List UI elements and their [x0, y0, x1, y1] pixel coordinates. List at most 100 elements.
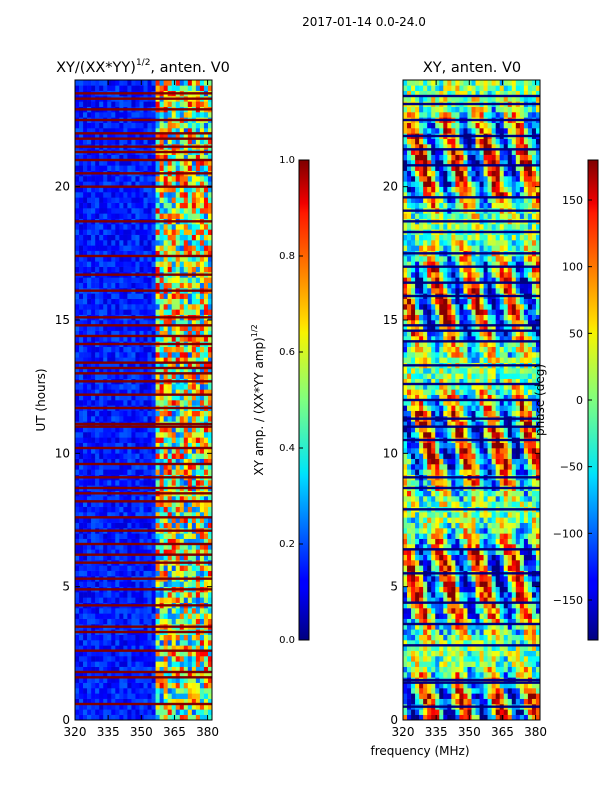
heatmap-cell-0 [139, 181, 144, 187]
heatmap-cell-0 [175, 565, 181, 571]
heatmap-cell-1 [479, 672, 484, 678]
heatmap-cell-0 [135, 618, 140, 625]
heatmap-cell-0 [163, 554, 168, 561]
heatmap-cell-0 [191, 506, 197, 513]
heatmap-cell-0 [79, 384, 84, 390]
heatmap-cell-0 [91, 128, 96, 134]
heatmap-cell-0 [87, 426, 92, 433]
heatmap-cell-0 [87, 613, 92, 619]
heatmap-cell-0 [91, 613, 96, 619]
heatmap-cell-0 [75, 298, 80, 305]
heatmap-cell-0 [207, 645, 212, 651]
heatmap-cell-0 [191, 533, 197, 539]
heatmap-cell-1 [467, 640, 472, 646]
heatmap-cell-1 [523, 666, 529, 673]
heatmap-cell-0 [115, 426, 120, 433]
heatmap-cell-0 [107, 677, 112, 683]
heatmap-cell-0 [99, 186, 104, 193]
heatmap-cell-0 [127, 549, 132, 555]
heatmap-cell-0 [207, 656, 212, 662]
heatmap-cell-0 [155, 266, 160, 273]
heatmap-cell-0 [179, 245, 185, 251]
heatmap-cell-0 [119, 512, 124, 518]
heatmap-cell-0 [111, 426, 116, 433]
heatmap-cell-0 [191, 410, 197, 417]
heatmap-cell-0 [187, 128, 193, 134]
heatmap-cell-0 [115, 400, 120, 406]
heatmap-cell-0 [111, 394, 116, 401]
heatmap-cell-0 [183, 453, 189, 459]
heatmap-cell-0 [139, 496, 144, 502]
heatmap-cell-0 [203, 213, 209, 219]
heatmap-cell-0 [187, 618, 193, 625]
heatmap-cell-0 [151, 309, 156, 315]
heatmap-cell-1 [527, 602, 533, 609]
heatmap-cell-0 [171, 128, 177, 134]
heatmap-cell-0 [167, 458, 173, 465]
heatmap-cell-0 [95, 330, 100, 337]
heatmap-cell-0 [147, 437, 152, 443]
heatmap-cell-0 [155, 208, 160, 214]
heatmap-cell-0 [99, 437, 104, 443]
heatmap-cell-0 [135, 698, 140, 705]
heatmap-cell-0 [91, 426, 96, 433]
heatmap-cell-0 [207, 469, 212, 475]
heatmap-cell-1 [511, 629, 517, 635]
heatmap-cell-0 [79, 202, 84, 209]
heatmap-cell-0 [199, 650, 205, 657]
heatmap-cell-1 [507, 629, 513, 635]
heatmap-cell-0 [163, 608, 168, 614]
heatmap-cell-1 [419, 656, 424, 662]
heatmap-cell-0 [167, 133, 173, 139]
heatmap-cell-0 [131, 704, 136, 710]
heatmap-cell-0 [171, 80, 177, 86]
heatmap-cell-0 [99, 229, 104, 235]
heatmap-cell-0 [207, 293, 212, 299]
heatmap-cell-0 [175, 101, 181, 107]
heatmap-cell-0 [171, 346, 177, 353]
heatmap-cell-1 [455, 608, 460, 614]
x-tick-label: 365 [163, 725, 186, 739]
heatmap-cell-1 [515, 645, 521, 651]
heatmap-cell-0 [159, 245, 164, 251]
heatmap-cell-0 [119, 650, 124, 657]
heatmap-cell-1 [475, 608, 480, 614]
heatmap-cell-0 [107, 298, 112, 305]
heatmap-cell-1 [431, 714, 436, 720]
heatmap-cell-0 [207, 666, 212, 673]
heatmap-cell-0 [147, 336, 152, 342]
heatmap-cell-0 [171, 240, 177, 246]
heatmap-cell-0 [131, 693, 136, 699]
heatmap-cell-0 [155, 432, 160, 438]
heatmap-cell-0 [79, 437, 84, 443]
heatmap-cell-0 [103, 437, 108, 443]
heatmap-cell-0 [175, 202, 181, 209]
heatmap-cell-1 [443, 634, 448, 641]
heatmap-cell-0 [191, 384, 197, 390]
heatmap-cell-0 [167, 368, 173, 374]
heatmap-cell-0 [119, 618, 124, 625]
heatmap-cell-1 [535, 656, 540, 662]
heatmap-cell-1 [503, 645, 509, 651]
heatmap-cell-1 [531, 608, 537, 614]
heatmap-cell-0 [179, 592, 185, 598]
heatmap-cell-0 [191, 634, 197, 641]
heatmap-cell-0 [155, 426, 160, 433]
heatmap-cell-0 [139, 282, 144, 289]
heatmap-cell-0 [127, 480, 132, 486]
heatmap-cell-1 [447, 592, 452, 598]
heatmap-cell-0 [151, 698, 156, 705]
heatmap-cell-0 [159, 282, 164, 289]
heatmap-cell-0 [75, 245, 80, 251]
heatmap-cell-0 [139, 325, 144, 331]
heatmap-cell-1 [519, 634, 525, 641]
heatmap-cell-1 [431, 608, 436, 614]
heatmap-cell-0 [147, 501, 152, 507]
heatmap-cell-0 [143, 112, 148, 118]
heatmap-cell-0 [95, 138, 100, 145]
heatmap-cell-0 [171, 202, 177, 209]
heatmap-cell-0 [83, 677, 88, 683]
heatmap-cell-0 [163, 458, 168, 465]
heatmap-cell-0 [79, 709, 84, 715]
heatmap-cell-1 [443, 693, 448, 699]
